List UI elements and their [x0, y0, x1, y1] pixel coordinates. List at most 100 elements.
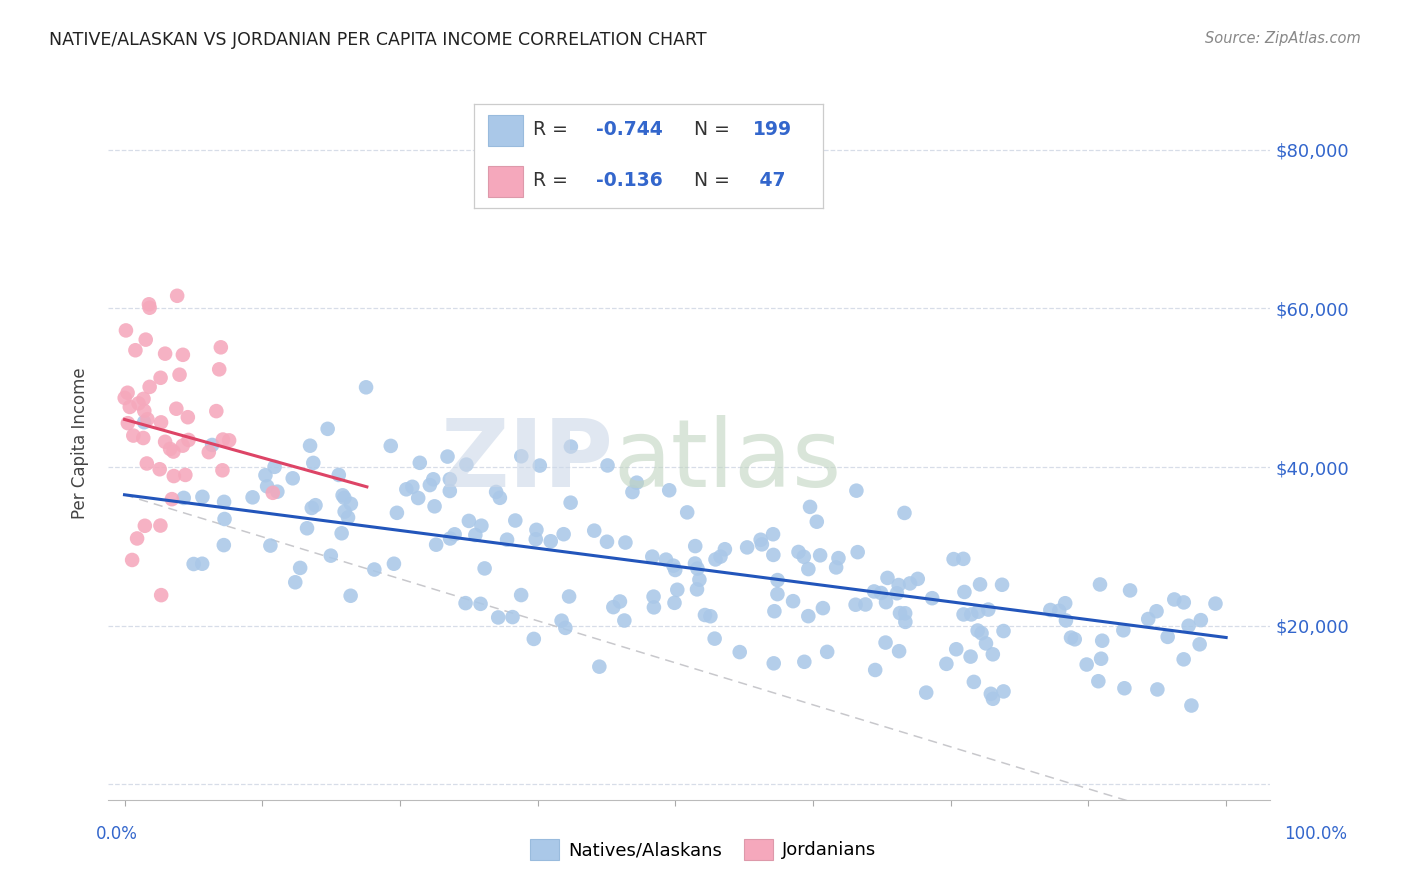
- Point: [337, 510, 360, 524]
- Point: [138, 297, 160, 311]
- Point: [749, 533, 772, 547]
- Point: [114, 391, 136, 405]
- Point: [470, 518, 492, 533]
- Point: [439, 472, 461, 486]
- Legend: Natives/Alaskans, Jordanians: Natives/Alaskans, Jordanians: [523, 831, 883, 867]
- Point: [385, 506, 408, 520]
- Point: [183, 557, 205, 571]
- Point: [609, 594, 631, 608]
- Point: [254, 468, 277, 483]
- Point: [974, 636, 997, 650]
- Point: [886, 586, 908, 600]
- Point: [560, 440, 582, 454]
- Point: [709, 549, 731, 564]
- Point: [134, 518, 156, 533]
- Point: [211, 463, 233, 477]
- Point: [762, 548, 785, 562]
- Point: [875, 635, 897, 649]
- Point: [128, 396, 150, 410]
- Point: [666, 582, 689, 597]
- Point: [894, 615, 917, 629]
- Point: [339, 589, 361, 603]
- Point: [963, 674, 986, 689]
- Point: [173, 491, 195, 505]
- Point: [165, 401, 187, 416]
- Point: [766, 587, 789, 601]
- Point: [870, 586, 893, 600]
- Text: ZIP: ZIP: [440, 415, 613, 507]
- Point: [1112, 624, 1135, 638]
- Point: [138, 380, 160, 394]
- Point: [295, 521, 318, 535]
- Point: [613, 614, 636, 628]
- Point: [149, 518, 172, 533]
- Point: [553, 527, 575, 541]
- Point: [1188, 637, 1211, 651]
- Point: [898, 576, 921, 591]
- Point: [1076, 657, 1098, 672]
- Point: [262, 485, 284, 500]
- Point: [981, 691, 1004, 706]
- Point: [150, 588, 173, 602]
- Point: [301, 500, 323, 515]
- Point: [1137, 612, 1160, 626]
- Point: [981, 648, 1004, 662]
- Point: [845, 483, 868, 498]
- Point: [808, 549, 831, 563]
- Point: [212, 433, 235, 447]
- Point: [470, 597, 492, 611]
- Point: [799, 500, 821, 514]
- Point: [124, 343, 146, 358]
- Point: [1054, 596, 1077, 610]
- Point: [658, 483, 681, 498]
- Point: [970, 626, 993, 640]
- Point: [686, 561, 709, 575]
- Point: [683, 557, 706, 571]
- Point: [169, 368, 191, 382]
- Point: [596, 534, 619, 549]
- Point: [163, 469, 186, 483]
- Point: [121, 553, 143, 567]
- Point: [1054, 614, 1077, 628]
- Point: [319, 549, 342, 563]
- Point: [526, 523, 548, 537]
- Point: [464, 528, 486, 542]
- Point: [703, 632, 725, 646]
- Point: [115, 323, 138, 337]
- Point: [966, 624, 988, 638]
- Point: [583, 524, 606, 538]
- Point: [134, 415, 156, 429]
- Point: [1173, 595, 1195, 609]
- Point: [1163, 592, 1185, 607]
- Point: [699, 609, 721, 624]
- Point: [887, 644, 910, 658]
- Point: [621, 485, 644, 500]
- Point: [907, 572, 929, 586]
- Point: [117, 416, 139, 430]
- Point: [1177, 618, 1199, 632]
- Point: [510, 588, 533, 602]
- Point: [333, 505, 356, 519]
- Point: [172, 439, 194, 453]
- Point: [846, 545, 869, 559]
- Point: [554, 621, 576, 635]
- Point: [419, 478, 441, 492]
- Point: [953, 585, 976, 599]
- Point: [693, 607, 716, 622]
- Point: [332, 488, 354, 502]
- Point: [875, 595, 897, 609]
- Point: [980, 687, 1002, 701]
- Point: [942, 552, 965, 566]
- Point: [1090, 651, 1112, 665]
- Point: [763, 604, 786, 618]
- Point: [166, 289, 188, 303]
- Point: [150, 416, 173, 430]
- Point: [409, 456, 432, 470]
- Point: [762, 657, 785, 671]
- Point: [825, 560, 848, 574]
- Point: [1156, 630, 1178, 644]
- Point: [288, 561, 311, 575]
- Point: [827, 551, 849, 566]
- Point: [242, 491, 264, 505]
- Point: [510, 449, 533, 463]
